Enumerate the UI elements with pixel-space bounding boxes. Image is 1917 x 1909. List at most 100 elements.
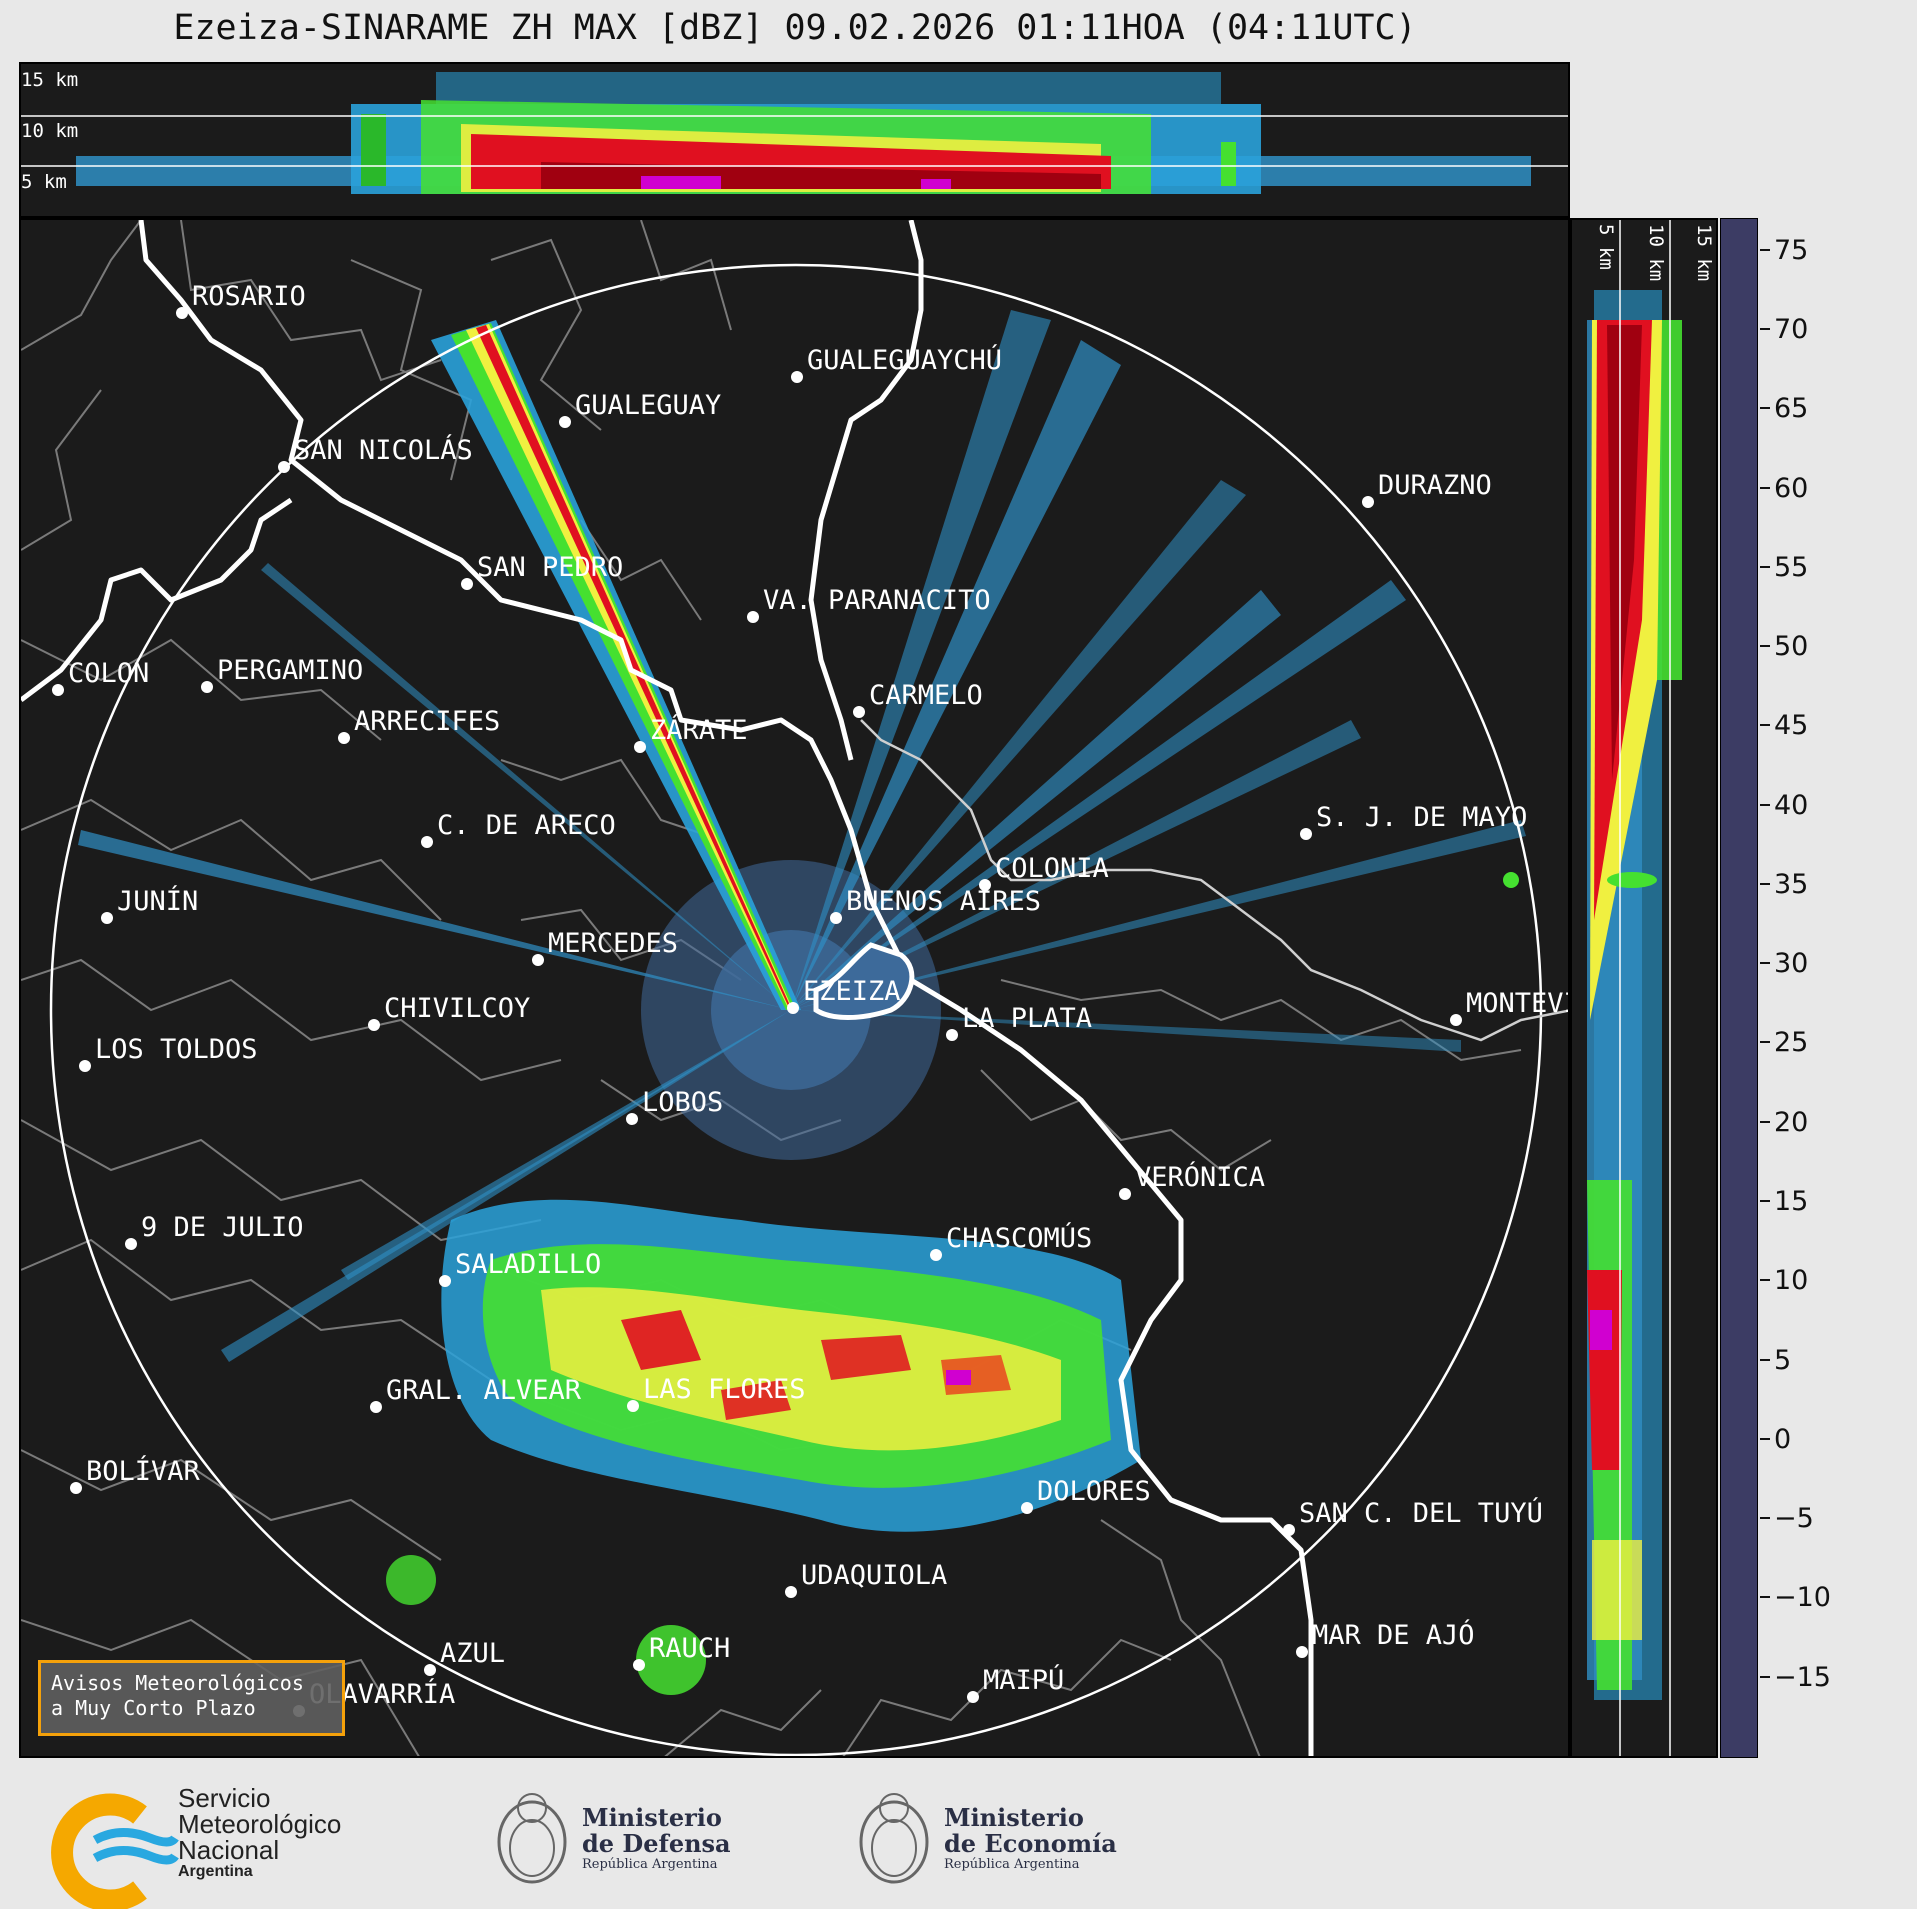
- defensa-line: de Defensa: [582, 1829, 731, 1858]
- city-label: JUNÍN: [117, 885, 198, 917]
- city-label: SAN PEDRO: [477, 552, 623, 583]
- smn-logo-text: Servicio Meteorológico Nacional Argentin…: [178, 1785, 341, 1881]
- top-alt-label: 15 km: [21, 69, 78, 91]
- city-label: BOLÍVAR: [86, 1455, 201, 1487]
- city-marker-dot: [785, 1586, 797, 1598]
- colorbar-tick: [1760, 803, 1770, 806]
- economia-line: Ministerio: [944, 1803, 1084, 1832]
- city-marker-dot: [1300, 828, 1312, 840]
- colorbar-tick: [1760, 962, 1770, 965]
- alert-link-box[interactable]: Avisos Meteorológicos a Muy Corto Plazo: [38, 1660, 345, 1736]
- colorbar-tick-label: −10: [1774, 1582, 1831, 1614]
- defensa-line: Ministerio: [582, 1803, 722, 1832]
- alert-line-2: a Muy Corto Plazo: [51, 1696, 256, 1720]
- city-marker-dot: [1296, 1646, 1308, 1658]
- side-alt-label: 10 km: [1645, 224, 1667, 281]
- smn-line: Meteorológico: [178, 1809, 342, 1839]
- colorbar-tick: [1760, 724, 1770, 727]
- city-label: MAR DE AJÓ: [1312, 1619, 1475, 1651]
- city-marker-dot: [338, 732, 350, 744]
- chart-title: Ezeiza-SINARAME ZH MAX [dBZ] 09.02.2026 …: [173, 8, 1417, 48]
- city-label: COLON: [68, 658, 149, 689]
- smn-line: Argentina: [178, 1863, 253, 1880]
- side-echo-field: [1587, 290, 1682, 1700]
- city-marker-dot: [368, 1019, 380, 1031]
- colorbar-tick-label: 0: [1774, 1423, 1792, 1455]
- city-label: MONTEVIDEO: [1466, 988, 1570, 1019]
- city-label: 9 DE JULIO: [141, 1212, 304, 1243]
- city-marker-dot: [461, 578, 473, 590]
- dbz-colorbar: [1720, 218, 1758, 1758]
- city-label: ROSARIO: [192, 281, 306, 312]
- city-marker-dot: [79, 1060, 91, 1072]
- city-marker-dot: [52, 684, 64, 696]
- radar-echoes: [78, 310, 1526, 1695]
- city-label: GRAL. ALVEAR: [386, 1375, 582, 1406]
- top-echo-field: [76, 72, 1531, 194]
- colorbar-tick-label: 55: [1774, 551, 1809, 583]
- colorbar-tick: [1760, 1437, 1770, 1440]
- city-label: GUALEGUAY: [575, 390, 721, 421]
- city-marker-dot: [101, 912, 113, 924]
- colorbar-tick-label: 50: [1774, 631, 1809, 663]
- top-alt-label: 5 km: [21, 171, 67, 193]
- city-marker-dot: [853, 706, 865, 718]
- colorbar-tick: [1760, 1041, 1770, 1044]
- defensa-line: República Argentina: [582, 1857, 718, 1872]
- city-label: ARRECIFES: [354, 706, 500, 737]
- colorbar-tick-label: 30: [1774, 948, 1809, 980]
- top-profile-svg: 15 km 10 km 5 km: [21, 69, 1568, 194]
- radar-map-panel: ROSARIO GUALEGUAYCHÚ GUALEGUAY SAN NICOLÁS D…: [19, 218, 1570, 1758]
- economia-seal-icon: [859, 1793, 929, 1884]
- city-marker-dot: [559, 416, 571, 428]
- city-marker-dot: [176, 307, 188, 319]
- city-markers: ROSARIO GUALEGUAYCHÚ GUALEGUAY SAN NICOLÁS D…: [52, 281, 1570, 1717]
- city-label: VA. PARANACITO: [763, 585, 991, 616]
- city-label: AZUL: [440, 1638, 505, 1669]
- city-label: UDAQUIOLA: [801, 1560, 947, 1591]
- colorbar-tick: [1760, 407, 1770, 410]
- city-label: CHIVILCOY: [384, 993, 530, 1024]
- side-alt-label: 15 km: [1693, 224, 1715, 281]
- city-label: LOS TOLDOS: [95, 1034, 258, 1065]
- alert-line-1: Avisos Meteorológicos: [51, 1671, 304, 1695]
- city-marker-dot: [370, 1401, 382, 1413]
- uruguay-coast: [860, 719, 1568, 1042]
- city-label: PERGAMINO: [217, 655, 363, 686]
- city-label: CARMELO: [869, 680, 983, 711]
- city-label: LAS FLORES: [643, 1374, 806, 1405]
- colorbar-tick: [1760, 645, 1770, 648]
- city-marker-dot: [634, 741, 646, 753]
- colorbar-tick: [1760, 1120, 1770, 1123]
- colorbar-tick-label: 15: [1774, 1186, 1809, 1218]
- city-marker-dot: [125, 1238, 137, 1250]
- city-label: C. DE ARECO: [437, 810, 616, 841]
- economia-line: de Economía: [944, 1829, 1117, 1858]
- city-marker-dot: [1450, 1014, 1462, 1026]
- city-label: VERÓNICA: [1135, 1161, 1265, 1193]
- colorbar-tick: [1760, 1358, 1770, 1361]
- footer-graphics: [51, 1793, 929, 1909]
- city-label: ZÁRATE: [650, 714, 748, 746]
- city-label: LA PLATA: [962, 1003, 1092, 1034]
- city-label: RAUCH: [649, 1633, 730, 1664]
- side-profile-svg: 5 km 10 km 15 km: [1587, 220, 1715, 1756]
- city-label: COLONIA: [995, 853, 1109, 884]
- city-marker-dot: [70, 1482, 82, 1494]
- city-marker-dot: [967, 1691, 979, 1703]
- city-marker-dot: [791, 371, 803, 383]
- smn-line: Servicio: [178, 1783, 271, 1813]
- economia-text: Ministerio de Economía República Argenti…: [944, 1805, 1117, 1873]
- colorbar-tick: [1760, 565, 1770, 568]
- colorbar-tick-label: −5: [1774, 1503, 1814, 1535]
- city-label: BUENOS AIRES: [846, 886, 1041, 917]
- footer-logos: Servicio Meteorológico Nacional Argentin…: [0, 1760, 1917, 1909]
- city-label: DOLORES: [1037, 1476, 1151, 1507]
- range-ring: [49, 263, 1543, 1756]
- side-vertical-profile-panel: 5 km 10 km 15 km: [1570, 218, 1718, 1758]
- city-marker-dot: [979, 879, 991, 891]
- smn-logo-icon: [51, 1793, 179, 1909]
- city-marker-dot: [532, 954, 544, 966]
- colorbar-tick-label: 45: [1774, 710, 1809, 742]
- radar-map-svg: ROSARIO GUALEGUAYCHÚ GUALEGUAY SAN NICOLÁS D…: [21, 220, 1570, 1756]
